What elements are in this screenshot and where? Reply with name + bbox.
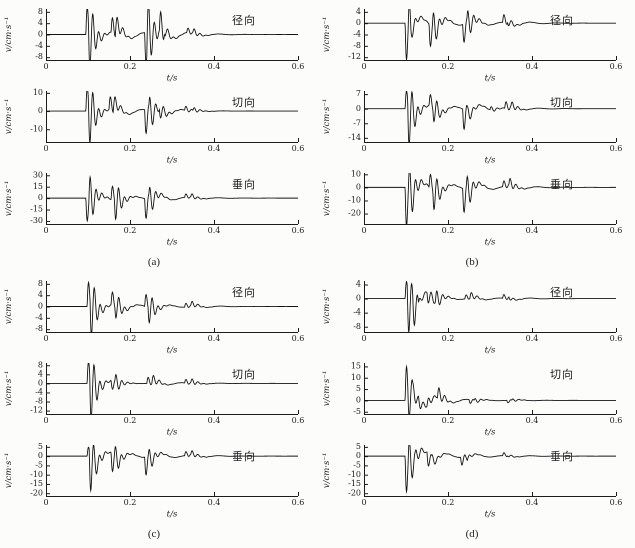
subplot-a-vertical: 垂向 — [0, 168, 318, 250]
waveform-canvas-b-radial — [318, 4, 626, 86]
trace-label-vertical: 垂向 — [232, 451, 256, 463]
trace-label-radial: 径向 — [232, 15, 256, 27]
trace-label-tangential: 切向 — [550, 369, 574, 381]
panel-b: 径向切向垂向 (b) — [318, 2, 635, 274]
panel-caption-d: (d) — [465, 528, 479, 540]
panel-d: 径向切向垂向 (d) — [318, 274, 635, 548]
subplot-b-radial: 径向 — [318, 4, 635, 86]
waveform-canvas-b-tangential — [318, 86, 626, 168]
trace-label-vertical: 垂向 — [550, 179, 574, 191]
panel-caption-c: (c) — [147, 528, 161, 540]
subplot-b-vertical: 垂向 — [318, 168, 635, 250]
waveform-canvas-a-vertical — [0, 168, 308, 250]
subplot-c-radial: 径向 — [0, 276, 318, 358]
waveform-canvas-a-radial — [0, 4, 308, 86]
trace-label-vertical: 垂向 — [550, 451, 574, 463]
trace-label-tangential: 切向 — [550, 97, 574, 109]
waveform-canvas-d-vertical — [318, 440, 626, 522]
trace-label-tangential: 切向 — [232, 369, 256, 381]
waveform-canvas-d-radial — [318, 276, 626, 358]
subplot-a-radial: 径向 — [0, 4, 318, 86]
waveform-canvas-c-tangential — [0, 358, 308, 440]
subplot-d-radial: 径向 — [318, 276, 635, 358]
panel-caption-a: (a) — [147, 256, 161, 268]
waveform-canvas-b-vertical — [318, 168, 626, 250]
trace-label-radial: 径向 — [232, 287, 256, 299]
subplot-a-tangential: 切向 — [0, 86, 318, 168]
subplot-c-vertical: 垂向 — [0, 440, 318, 522]
subplot-c-tangential: 切向 — [0, 358, 318, 440]
subplot-d-vertical: 垂向 — [318, 440, 635, 522]
trace-label-tangential: 切向 — [232, 97, 256, 109]
subplot-d-tangential: 切向 — [318, 358, 635, 440]
trace-label-radial: 径向 — [550, 15, 574, 27]
panel-caption-b: (b) — [465, 256, 479, 268]
trace-label-radial: 径向 — [550, 287, 574, 299]
panel-a: 径向切向垂向 (a) — [0, 2, 318, 274]
waveform-canvas-c-vertical — [0, 440, 308, 522]
waveform-canvas-d-tangential — [318, 358, 626, 440]
trace-label-vertical: 垂向 — [232, 179, 256, 191]
waveform-canvas-c-radial — [0, 276, 308, 358]
panel-c: 径向切向垂向 (c) — [0, 274, 318, 548]
waveform-canvas-a-tangential — [0, 86, 308, 168]
subplot-b-tangential: 切向 — [318, 86, 635, 168]
